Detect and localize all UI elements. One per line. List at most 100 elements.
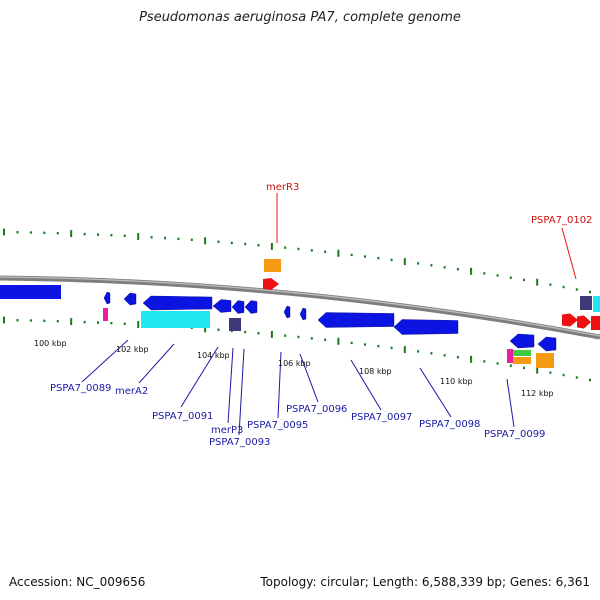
inner-tick-1 <box>16 319 19 322</box>
inner-tick-30 <box>403 346 406 354</box>
gene-small-1 <box>103 291 111 305</box>
gene-label-PSPA7_0102: PSPA7_0102 <box>531 215 592 226</box>
outer-tick-31 <box>417 262 420 265</box>
leader-PSPA7_0098 <box>419 367 452 418</box>
leader-PSPA7_0089 <box>81 339 129 383</box>
scale-label-110kbp: 110 kbp <box>440 377 473 386</box>
inner-tick-5 <box>70 318 73 326</box>
outer-tick-30 <box>403 258 406 266</box>
outer-tick-17 <box>230 241 233 245</box>
inner-tick-23 <box>310 337 313 340</box>
inner-tick-32 <box>430 352 433 355</box>
inner-tick-38 <box>509 364 512 367</box>
gene-navy-2 <box>580 296 592 310</box>
gene-arrow-b <box>231 300 245 314</box>
outer-tick-track <box>3 228 591 294</box>
leader-PSPA7_0097 <box>350 359 382 411</box>
inner-tick-34 <box>456 356 459 359</box>
outer-tick-24 <box>324 250 327 253</box>
gene-labels: merR3 PSPA7_0102 PSPA7_0089 merA2 PSPA7_… <box>50 182 592 448</box>
outer-tick-40 <box>536 278 539 286</box>
outer-tick-13 <box>177 237 180 241</box>
inner-tick-19 <box>257 332 260 335</box>
gene-label-PSPA7_0097: PSPA7_0097 <box>351 412 412 423</box>
gene-label-merP3: merP3 <box>211 425 243 436</box>
leader-PSPA7_0102 <box>561 227 577 280</box>
label-leader-lines <box>81 193 577 436</box>
outer-tick-27 <box>364 255 366 258</box>
gene-label-PSPA7_0091: PSPA7_0091 <box>152 411 213 422</box>
outer-tick-37 <box>496 274 499 277</box>
inner-tick-37 <box>496 362 499 365</box>
outer-tick-41 <box>549 283 552 286</box>
outer-tick-12 <box>164 236 166 240</box>
gene-green-1 <box>513 350 531 356</box>
genome-summary-text: Topology: circular; Length: 6,588,339 bp… <box>260 575 590 589</box>
gene-block-left <box>0 285 61 299</box>
outer-tick-11 <box>150 236 153 239</box>
gene-features <box>0 259 600 368</box>
gene-cyan-merA2 <box>141 311 210 328</box>
inner-tick-15 <box>204 325 207 333</box>
gene-red-merR3 <box>263 278 279 290</box>
gene-red-2 <box>577 315 591 329</box>
gene-red-3 <box>591 316 600 330</box>
map-title: Pseudomonas aeruginosa PA7, complete gen… <box>139 10 461 25</box>
inner-tick-24 <box>324 338 327 341</box>
scale-labels: 100 kbp 102 kbp 104 kbp 106 kbp 108 kbp … <box>34 339 554 398</box>
leader-PSPA7_0091 <box>180 346 219 408</box>
gene-label-PSPA7_0095: PSPA7_0095 <box>247 420 308 431</box>
gene-arrow-e <box>537 336 557 352</box>
gene-orange-1 <box>264 259 281 272</box>
outer-tick-32 <box>430 264 433 267</box>
gene-orange-2 <box>513 357 531 364</box>
outer-tick-21 <box>284 246 287 249</box>
gene-red-1 <box>562 313 578 327</box>
outer-tick-10 <box>137 233 140 240</box>
leader-merA2 <box>138 343 175 384</box>
outer-tick-1 <box>16 231 19 234</box>
gene-small-3 <box>283 305 291 319</box>
inner-tick-27 <box>364 343 366 346</box>
inner-tick-16 <box>217 328 220 331</box>
gene-label-PSPA7_0089: PSPA7_0089 <box>50 383 111 394</box>
inner-tick-4 <box>56 320 59 323</box>
gene-label-PSPA7_0099: PSPA7_0099 <box>484 429 545 440</box>
outer-tick-42 <box>562 285 565 289</box>
outer-tick-22 <box>297 247 300 251</box>
outer-tick-20 <box>270 242 273 250</box>
outer-tick-38 <box>509 276 512 279</box>
inner-tick-25 <box>337 337 340 345</box>
inner-tick-22 <box>297 335 300 339</box>
outer-tick-29 <box>390 258 393 262</box>
gene-navy-merP3 <box>229 318 241 331</box>
inner-tick-7 <box>97 321 99 324</box>
outer-tick-2 <box>29 231 32 234</box>
outer-tick-34 <box>456 268 459 271</box>
outer-tick-7 <box>97 233 99 236</box>
inner-tick-10 <box>137 321 140 328</box>
outer-tick-5 <box>70 230 73 238</box>
gene-arrow-c <box>244 300 258 314</box>
gene-label-PSPA7_0098: PSPA7_0098 <box>419 419 480 430</box>
accession-text: Accession: NC_009656 <box>9 575 146 589</box>
outer-tick-15 <box>204 237 207 245</box>
inner-tick-44 <box>589 378 591 382</box>
gene-label-PSPA7_0093: PSPA7_0093 <box>209 437 270 448</box>
gene-large-merA <box>142 295 213 311</box>
leader-PSPA7_0093 <box>238 348 245 436</box>
outer-tick-8 <box>110 234 113 237</box>
inner-tick-6 <box>83 320 86 324</box>
inner-tick-39 <box>523 366 525 370</box>
inner-tick-18 <box>244 330 247 334</box>
outer-tick-16 <box>217 240 220 243</box>
inner-tick-41 <box>549 371 552 374</box>
outer-tick-14 <box>190 238 193 241</box>
leader-merP3 <box>227 347 234 424</box>
inner-tick-28 <box>377 344 380 348</box>
gene-small-2 <box>123 292 137 306</box>
leader-PSPA7_0096 <box>299 353 319 403</box>
inner-tick-43 <box>575 376 578 379</box>
outer-tick-3 <box>43 231 46 234</box>
scale-label-108kbp: 108 kbp <box>359 367 392 376</box>
